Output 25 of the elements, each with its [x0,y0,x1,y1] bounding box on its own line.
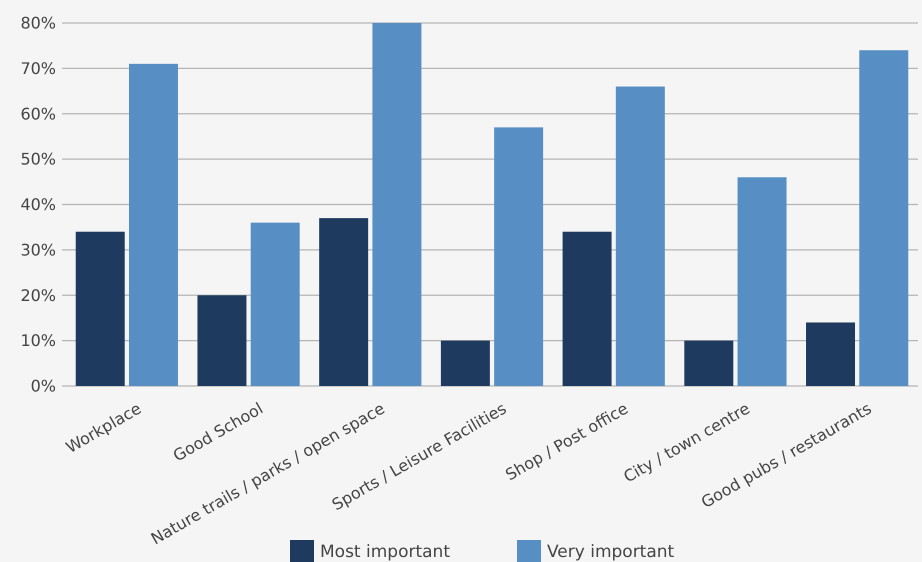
bar [738,177,787,386]
legend-label: Most important [320,542,450,562]
bar [128,64,178,386]
bar [319,218,368,386]
bar [616,86,665,386]
y-tick-label: 40% [20,195,56,214]
y-tick-label: 20% [20,286,56,305]
bar [562,232,612,386]
y-tick-label: 60% [20,104,56,124]
bar [859,50,908,386]
bar [494,127,544,386]
legend-label: Very important [547,542,675,562]
y-tick-label: 30% [20,240,56,260]
y-tick-label: 80% [20,14,56,33]
y-tick-label: 0% [30,376,56,396]
y-tick-label: 50% [20,150,56,169]
bar [440,340,490,386]
bar [76,232,125,386]
y-tick-label: 10% [20,331,56,350]
bar [372,23,422,386]
bar [250,222,300,386]
bar [197,295,246,386]
bar [806,322,856,386]
y-tick-label: 70% [20,58,56,78]
bar [684,340,734,386]
